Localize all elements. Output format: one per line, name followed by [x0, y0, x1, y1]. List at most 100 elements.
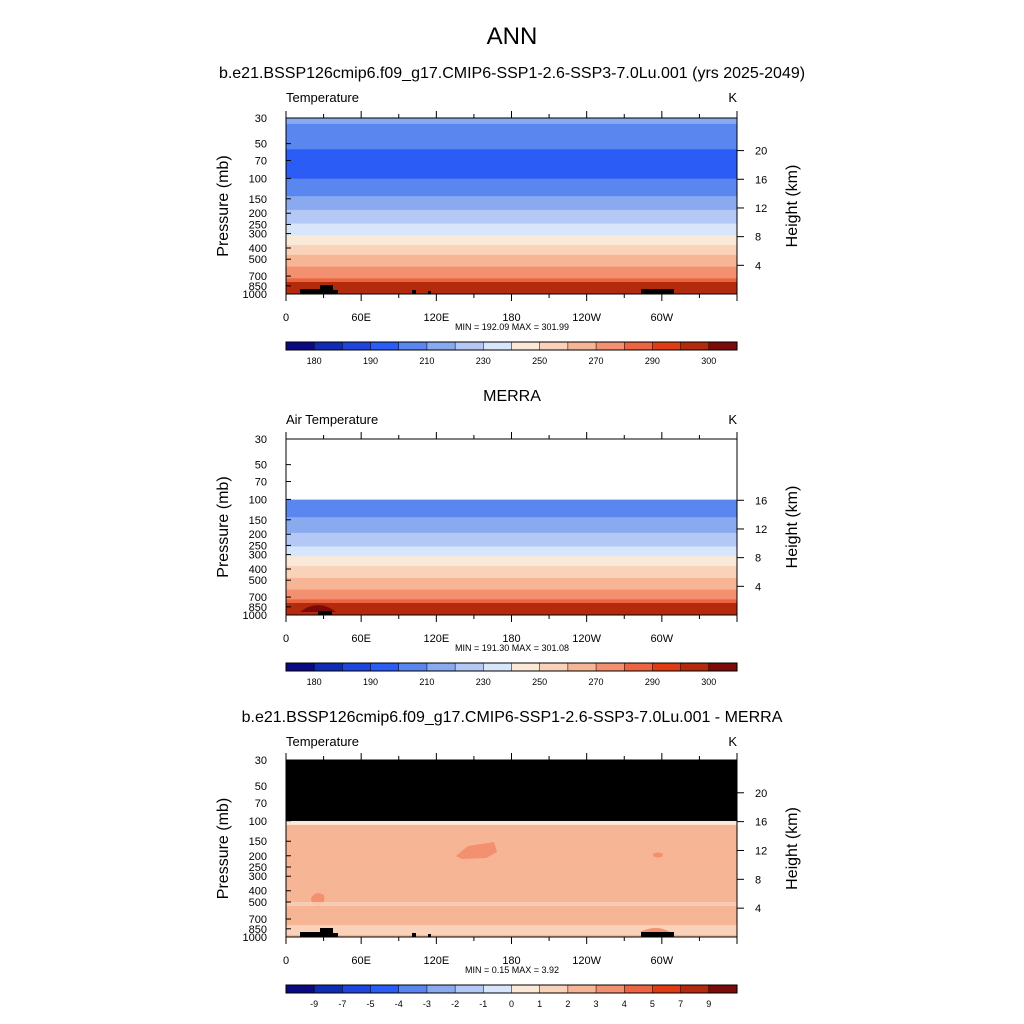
- pressure-tick-label: 500: [249, 575, 267, 587]
- field-band: [286, 544, 737, 547]
- height-tick-label: 16: [755, 495, 767, 507]
- field-band: [286, 507, 737, 510]
- colorbar-label: 300: [701, 677, 716, 687]
- colorbar-swatch: [454, 662, 484, 672]
- colorbar-label: -2: [451, 999, 459, 1009]
- y-axis-title: Pressure (mb): [215, 476, 232, 577]
- colorbar: 180 190 210 230 250 270 290 300: [285, 662, 738, 687]
- colorbar-swatch: [595, 341, 625, 351]
- min-max-stats: MIN = 192.09 MAX = 301.99: [455, 322, 569, 332]
- panel-title: MERRA: [483, 388, 541, 405]
- field-band: [286, 151, 737, 154]
- lon-tick-label: 120E: [423, 312, 449, 324]
- pressure-tick-label: 300: [249, 229, 267, 241]
- pressure-tick-label: 1000: [243, 932, 267, 944]
- field-band: [286, 462, 737, 465]
- field-band: [286, 935, 737, 938]
- field-band: [286, 200, 737, 203]
- field-band: [286, 848, 737, 851]
- colorbar-label: 3: [594, 999, 599, 1009]
- pressure-tick-label: 100: [249, 816, 267, 828]
- field-band: [286, 121, 737, 125]
- pressure-tick-label: 300: [249, 550, 267, 562]
- colorbar-label: 190: [363, 677, 378, 687]
- field-band: [286, 760, 737, 763]
- colorbar-swatch: [370, 984, 400, 994]
- field-band: [286, 241, 737, 244]
- colorbar-swatch: [567, 341, 597, 351]
- field-band: [286, 587, 737, 590]
- colorbar-label: 290: [645, 356, 660, 366]
- pressure-tick-label: 400: [249, 564, 267, 576]
- field-band: [286, 198, 737, 201]
- field-band: [286, 452, 737, 456]
- colorbar-label: 9: [706, 999, 711, 1009]
- field-band: [286, 874, 737, 877]
- colorbar-label: 1: [537, 999, 542, 1009]
- pressure-tick-label: 70: [255, 798, 267, 810]
- field-band: [286, 456, 737, 459]
- colorbar-swatch: [511, 662, 541, 672]
- field-band: [286, 793, 737, 796]
- pressure-tick-label: 200: [249, 208, 267, 220]
- field-band: [286, 254, 737, 258]
- field-band: [286, 505, 737, 508]
- field-band: [286, 761, 737, 765]
- field-band: [286, 440, 737, 444]
- field-band: [286, 118, 737, 121]
- y-axis-title: Pressure (mb): [215, 155, 232, 256]
- field-band: [286, 489, 737, 493]
- colorbar-swatch: [567, 984, 597, 994]
- field-band: [286, 933, 737, 936]
- field-band: [286, 577, 737, 581]
- lon-tick-label: 0: [283, 955, 289, 967]
- field-band: [286, 860, 737, 863]
- field-band: [286, 599, 737, 602]
- field-band: [286, 824, 737, 828]
- pressure-tick-label: 1000: [243, 289, 267, 301]
- field-band: [286, 583, 737, 587]
- height-tick-label: 12: [755, 524, 767, 536]
- lon-tick-label: 60W: [651, 633, 674, 645]
- colorbar-swatch: [426, 341, 456, 351]
- field-band: [286, 442, 737, 446]
- field-band: [286, 243, 737, 246]
- lon-tick-label: 60W: [651, 312, 674, 324]
- colorbar-label: 250: [532, 356, 547, 366]
- field-band: [286, 783, 737, 786]
- colorbar-swatch: [313, 662, 343, 672]
- field-band: [286, 899, 737, 902]
- field-band: [286, 852, 737, 855]
- field-band: [286, 245, 737, 248]
- field-band: [286, 237, 737, 240]
- colorbar-label: 4: [622, 999, 627, 1009]
- field-band: [286, 527, 737, 530]
- field-band: [286, 499, 737, 502]
- field-band: [286, 834, 737, 838]
- colorbar: 180 190 210 230 250 270 290 300: [285, 341, 738, 366]
- field-band: [286, 785, 737, 788]
- field-band: [286, 771, 737, 775]
- field-band: [286, 439, 737, 442]
- colorbar-swatch: [652, 984, 682, 994]
- colorbar-swatch: [708, 984, 738, 994]
- colorbar-swatch: [285, 341, 315, 351]
- y2-axis-title: Height (km): [784, 807, 801, 890]
- field-band: [286, 542, 737, 545]
- field-band: [286, 491, 737, 495]
- field-band: [286, 832, 737, 836]
- warm-band: [300, 912, 630, 918]
- colorbar-label: -5: [367, 999, 375, 1009]
- field-band: [286, 905, 737, 908]
- pressure-tick-label: 150: [249, 515, 267, 527]
- field-band: [286, 805, 737, 808]
- field-band: [286, 895, 737, 899]
- field-band: [286, 460, 737, 463]
- field-band: [286, 225, 737, 228]
- colorbar-label: 2: [565, 999, 570, 1009]
- field-band: [286, 487, 737, 491]
- field-band: [286, 842, 737, 845]
- field-band: [286, 765, 737, 769]
- lon-tick-label: 0: [283, 312, 289, 324]
- surface-band: [286, 603, 737, 615]
